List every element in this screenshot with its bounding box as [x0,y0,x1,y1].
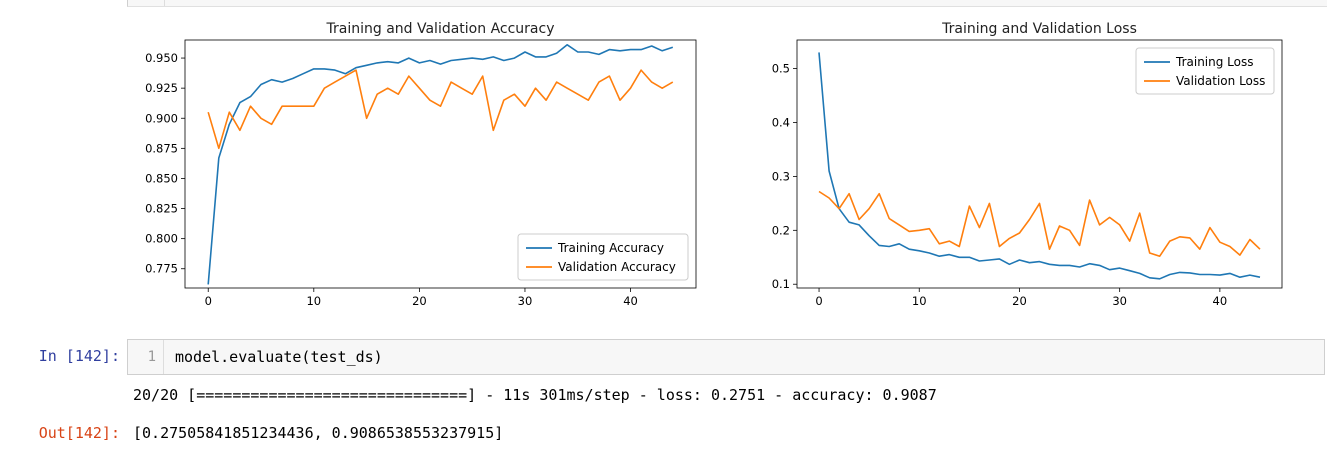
chart-1: Training and Validation Accuracy 0 10 20 30 4… [145,21,697,308]
x-tick-label: 0 [205,294,212,308]
y-tick-label: 0.925 [145,81,178,95]
legend-label: Validation Loss [1176,74,1265,88]
y-tick-label: 0.2 [772,223,790,237]
legend [1135,47,1275,95]
x-tick-label: 0 [815,294,822,308]
stream-output: 20/20 [==============================] -… [133,386,937,404]
x-tick-label: 20 [412,294,427,308]
y-tick-label: 0.5 [772,62,790,76]
x-tick-label: 10 [306,294,321,308]
y-tick-label: 0.950 [145,51,178,65]
legend [517,233,689,281]
series-line-2 [818,190,1261,257]
output-prompt: Out[142]: [38,424,120,442]
series-line-2 [207,69,674,150]
y-tick-label: 0.900 [145,111,178,125]
x-tick-label: 10 [912,294,927,308]
series-line-1 [818,52,1261,280]
x-tick-label: 30 [1112,294,1127,308]
y-tick-label: 0.4 [772,115,790,129]
y-tick-label: 0.850 [145,171,178,185]
legend-label: Training Loss [1175,55,1253,69]
plot-frame [184,39,697,289]
y-tick-label: 0.825 [145,202,178,216]
y-tick-label: 0.1 [772,277,790,291]
execution-result: [0.27505841851234436, 0.9086538553237915… [133,424,504,442]
y-tick-label: 0.3 [772,169,790,183]
plot-frame [796,39,1283,289]
x-tick-label: 40 [1213,294,1228,308]
y-tick-label: 0.875 [145,141,178,155]
chart-2: Training and Validation Loss 0 10 20 30 40 0.1… [772,21,1283,308]
input-prompt: In [142]: [38,347,120,365]
matplotlib-figure: Training and Validation Accuracy 0 10 20 30 4… [145,21,1283,308]
chart-title: Training and Validation Accuracy [326,21,555,37]
x-tick-label: 20 [1012,294,1027,308]
code-line[interactable]: model.evaluate(test_ds) [175,348,383,366]
y-tick-label: 0.800 [145,232,178,246]
previous-cell-gutter [164,0,165,6]
x-tick-label: 40 [623,294,638,308]
legend-label: Training Accuracy [557,241,664,255]
legend-label: Validation Accuracy [558,260,676,274]
line-number: 1 [128,340,164,374]
previous-cell-output-edge [127,0,1327,7]
code-cell-input[interactable]: 1 model.evaluate(test_ds) [127,339,1325,375]
x-tick-label: 30 [518,294,533,308]
chart-title: Training and Validation Loss [941,21,1137,37]
y-tick-label: 0.775 [145,262,178,276]
series-line-1 [207,43,674,285]
